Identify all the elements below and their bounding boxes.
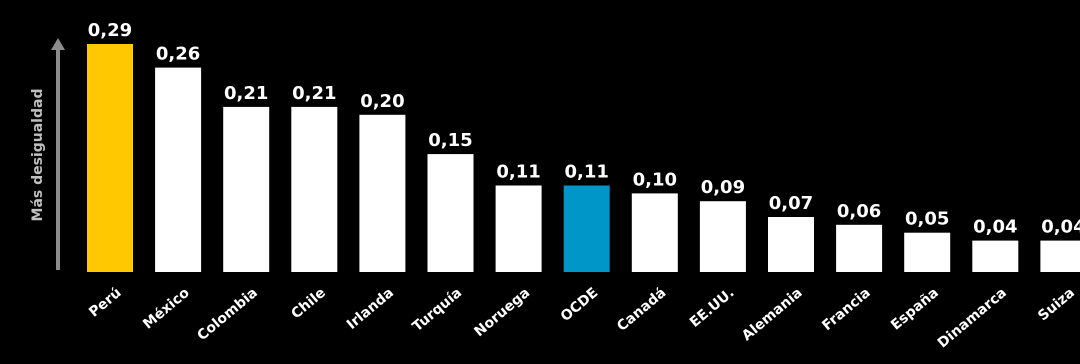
value-label-colombia: 0,21: [224, 83, 268, 104]
category-label-mexico: México: [140, 285, 193, 333]
value-label-mexico: 0,26: [156, 44, 200, 65]
value-label-dinamarca: 0,04: [973, 217, 1017, 238]
bar-dinamarca: [972, 240, 1019, 272]
bar-chile: [291, 106, 338, 273]
bar-noruega: [495, 185, 542, 272]
bar-alemania: [768, 217, 814, 272]
category-labels-group: Perú México Colombia Chile Irlanda Turquía Nor…: [86, 285, 1078, 352]
category-label-irlanda: Irlanda: [344, 285, 397, 333]
value-label-ocde: 0,11: [564, 162, 608, 183]
category-label-ee-uu: EE.UU.: [687, 285, 738, 331]
bar-turquia: [427, 154, 474, 272]
category-label-chile: Chile: [288, 285, 328, 323]
value-label-francia: 0,06: [837, 201, 881, 222]
value-label-chile: 0,21: [292, 83, 336, 104]
value-labels-group: 0,29 0,26 0,21 0,21 0,20 0,15 0,11 0,11 0,10 0,09…: [88, 20, 1080, 238]
value-label-peru: 0,29: [88, 20, 132, 41]
value-label-irlanda: 0,20: [360, 91, 404, 112]
bar-colombia: [223, 106, 270, 273]
category-label-espana: España: [888, 285, 942, 334]
value-label-alemania: 0,07: [769, 193, 813, 214]
bar-canada: [631, 193, 678, 272]
category-label-noruega: Noruega: [471, 285, 533, 340]
value-label-espana: 0,05: [905, 209, 949, 230]
value-label-ee-uu: 0,09: [701, 177, 745, 198]
category-label-colombia: Colombia: [194, 285, 260, 344]
value-label-turquia: 0,15: [428, 130, 472, 151]
category-label-ocde: OCDE: [558, 285, 602, 325]
value-label-suiza: 0,04: [1041, 217, 1080, 238]
y-axis-label: Más desigualdad: [30, 89, 46, 222]
bar-ee-uu: [699, 201, 746, 272]
category-label-suiza: Suiza: [1035, 285, 1078, 325]
bar-irlanda: [359, 114, 406, 272]
value-label-noruega: 0,11: [496, 162, 540, 183]
bar-peru: [87, 44, 133, 272]
category-label-alemania: Alemania: [739, 285, 806, 344]
bar-francia: [836, 224, 883, 272]
y-axis-arrow-head: [51, 38, 65, 50]
y-axis-indicator: Más desigualdad: [30, 38, 65, 270]
category-label-turquia: Turquía: [409, 285, 465, 335]
bar-mexico: [155, 67, 202, 272]
value-label-canada: 0,10: [633, 169, 677, 190]
bars-group: [87, 44, 1080, 273]
category-label-canada: Canadá: [614, 285, 669, 335]
category-label-peru: Perú: [86, 285, 124, 321]
category-label-francia: Francia: [819, 285, 873, 334]
bar-espana: [904, 232, 951, 272]
bar-suiza: [1040, 240, 1080, 272]
category-label-dinamarca: Dinamarca: [935, 285, 1010, 352]
bar-ocde: [563, 185, 610, 272]
